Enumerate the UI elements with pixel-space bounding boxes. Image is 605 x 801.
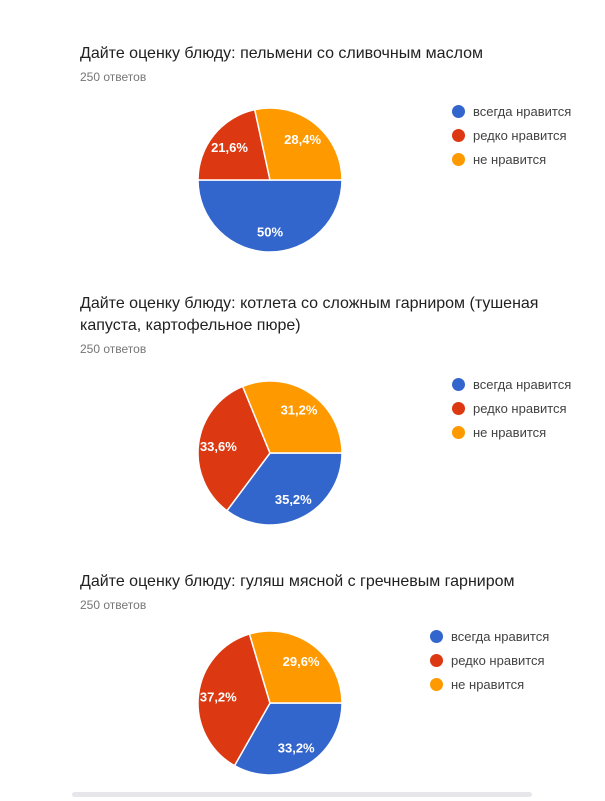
legend-item-label: не нравится — [473, 151, 547, 167]
pie-slice-label: 33,6% — [200, 439, 237, 454]
legend-color-dot — [430, 629, 443, 643]
pie-slice — [253, 107, 343, 181]
pie-slice — [233, 702, 343, 776]
pie-chart: 35,2% 33,6% 31,2% — [197, 380, 343, 526]
pie-slice-label: 50% — [257, 225, 283, 240]
form-responses-page: Дайте оценку блюду: пельмени со сливочны… — [80, 43, 585, 776]
pie-slice — [197, 108, 271, 181]
pie-slice — [241, 380, 343, 454]
question-block-2: Дайте оценку блюду: котлета со сложным г… — [80, 293, 585, 526]
question-block-3: Дайте оценку блюду: гуляш мясной с гречн… — [80, 571, 585, 776]
question-title: Дайте оценку блюду: котлета со сложным г… — [80, 295, 539, 334]
legend-item: редко нравится — [430, 648, 549, 672]
question-block-1: Дайте оценку блюду: пельмени со сливочны… — [80, 43, 585, 253]
pie-chart: 50% 21,6% 28,4% — [197, 107, 343, 253]
legend-color-dot — [430, 677, 443, 691]
pie-slice — [248, 630, 343, 704]
pie-chart: 33,2% 37,2% 29,6% — [197, 630, 343, 776]
legend-item: не нравится — [452, 147, 571, 171]
legend-color-dot — [452, 104, 465, 118]
chart-legend: всегда нравится редко нравится не нравится — [452, 372, 571, 444]
legend-item-label: всегда нравится — [473, 376, 572, 392]
pie-chart-area: 33,2% 37,2% 29,6% всегда нравится редко нра… — [80, 624, 585, 776]
pie-slice — [197, 633, 271, 767]
pie-slice-label: 29,6% — [283, 654, 320, 669]
question-title: Дайте оценку блюду: гуляш мясной с гречн… — [80, 573, 515, 590]
legend-item-label: всегда нравится — [451, 628, 550, 644]
chart-legend: всегда нравится редко нравится не нравится — [430, 624, 549, 696]
chart-legend: всегда нравится редко нравится не нравится — [452, 99, 571, 171]
pie-slice-label: 37,2% — [200, 690, 237, 705]
legend-item-label: редко нравится — [473, 400, 567, 416]
legend-item: всегда нравится — [430, 624, 549, 648]
pie-slice-label: 35,2% — [275, 492, 312, 507]
responses-count: 250 ответов — [80, 342, 147, 356]
legend-item-label: редко нравится — [451, 652, 545, 668]
legend-item: редко нравится — [452, 123, 571, 147]
legend-color-dot — [452, 377, 465, 391]
pie-slice — [197, 385, 271, 512]
pie-slice-label: 33,2% — [278, 740, 315, 755]
legend-item-label: не нравится — [473, 424, 547, 440]
legend-item: не нравится — [452, 420, 571, 444]
horizontal-scrollbar[interactable] — [72, 792, 532, 797]
responses-count: 250 ответов — [80, 70, 147, 84]
legend-item-label: всегда нравится — [473, 103, 572, 119]
legend-color-dot — [452, 401, 465, 415]
pie-slice-label: 31,2% — [281, 402, 318, 417]
legend-color-dot — [452, 152, 465, 166]
legend-item-label: не нравится — [451, 676, 525, 692]
pie-chart-area: 35,2% 33,6% 31,2% всегда нравится редко нра… — [80, 372, 585, 526]
legend-color-dot — [452, 425, 465, 439]
legend-item: редко нравится — [452, 396, 571, 420]
legend-item: всегда нравится — [452, 99, 571, 123]
legend-item-label: редко нравится — [473, 127, 567, 143]
responses-count: 250 ответов — [80, 598, 147, 612]
pie-slice-label: 28,4% — [284, 132, 321, 147]
legend-item: не нравится — [430, 672, 549, 696]
legend-color-dot — [452, 128, 465, 142]
pie-slice — [226, 452, 343, 526]
pie-slice — [197, 179, 343, 253]
legend-color-dot — [430, 653, 443, 667]
question-title: Дайте оценку блюду: пельмени со сливочны… — [80, 45, 483, 62]
legend-item: всегда нравится — [452, 372, 571, 396]
pie-chart-area: 50% 21,6% 28,4% всегда нравится редко нрави… — [80, 99, 585, 253]
pie-slice-label: 21,6% — [211, 140, 248, 155]
